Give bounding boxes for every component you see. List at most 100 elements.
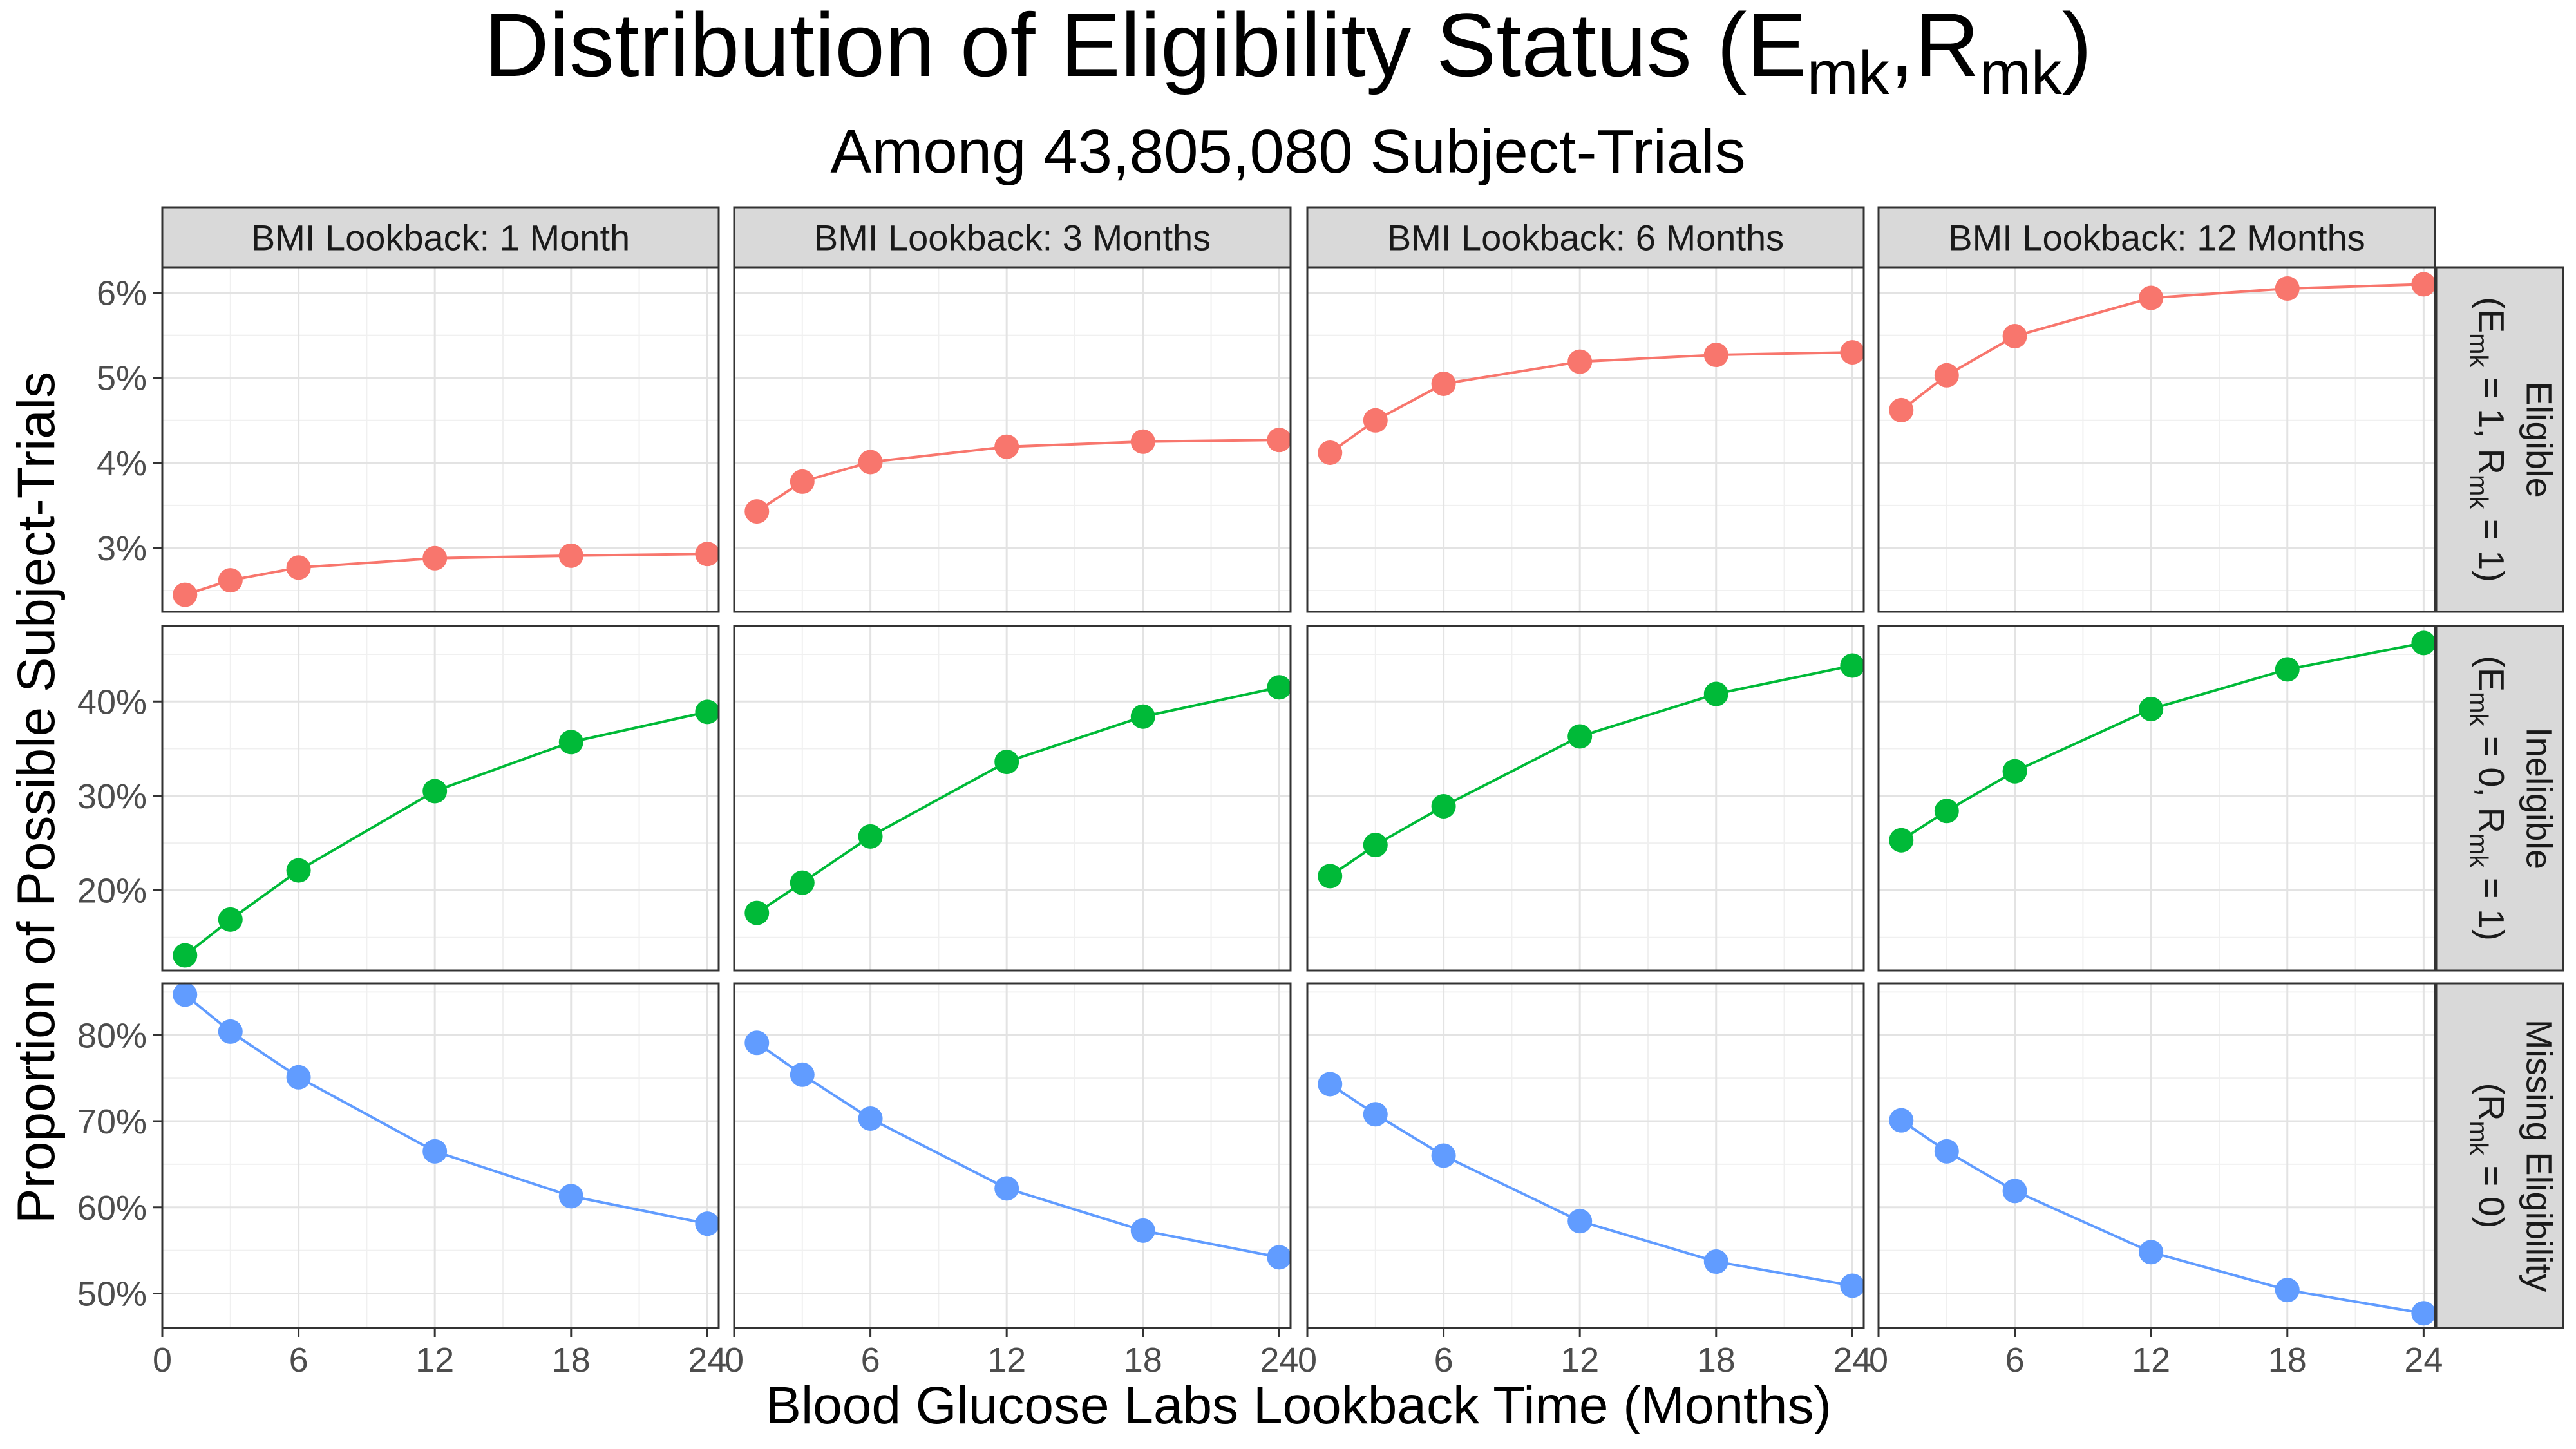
panel-background [734,626,1291,971]
data-point [2411,272,2436,297]
data-point [173,943,198,968]
data-point [1703,343,1728,368]
data-point [218,1019,243,1044]
data-point [1934,1139,1959,1164]
data-point [218,568,243,593]
facet-panel [733,982,1292,1329]
chart-title-part: ) [2062,0,2092,95]
facet-panel [1877,266,2436,613]
column-strip-label: BMI Lookback: 6 Months [1387,218,1784,258]
row-strip-sublabel-part: (E [2472,297,2512,333]
data-point [1267,675,1292,700]
row-strip-sublabel-part: mk [2465,475,2493,509]
panel-border [161,982,720,1329]
data-point [1840,340,1865,365]
row-strip-sublabel-part: = 1, R [2472,367,2512,475]
data-point [2275,657,2300,682]
panel-border [1877,266,2436,613]
panel-border [733,266,1292,613]
data-point [1318,864,1343,889]
x-tick-label: 24 [688,1341,726,1379]
facet-panel [1306,625,1865,972]
data-point [790,870,815,895]
x-tick-label: 24 [2404,1341,2443,1379]
data-point [858,450,883,475]
data-point [790,469,815,494]
x-tick-label: 12 [1560,1341,1599,1379]
column-strip-label: BMI Lookback: 1 Month [251,218,630,258]
chart-title-part: mk [1980,39,2063,108]
panel-background [1879,983,2435,1328]
x-tick-label: 6 [861,1341,880,1379]
row-strip-sublabel-part: = 0) [2472,1155,2512,1229]
data-point [422,779,448,804]
data-point [1130,704,1155,729]
chart-title-part: mk [1807,39,1890,108]
data-point [2139,696,2164,721]
x-tick-label: 0 [1869,1341,1888,1379]
x-tick-label: 24 [1833,1341,1871,1379]
facet-panel [733,625,1292,972]
data-point [558,543,583,568]
data-point [1934,799,1959,824]
data-point [422,545,448,571]
data-point [744,900,770,925]
data-point [858,824,883,849]
x-tick-label: 0 [153,1341,172,1379]
data-point [744,1030,770,1056]
data-point [2002,1179,2027,1204]
panel-background [734,983,1291,1328]
data-point [994,1176,1019,1201]
data-point [1130,1218,1155,1243]
x-axis-title: Blood Glucose Labs Lookback Time (Months… [766,1376,1832,1435]
x-tick-label: 24 [1260,1341,1298,1379]
y-tick-label: 5% [97,359,147,398]
y-axis-title: Proportion of Possible Subject-Trials [7,372,66,1224]
row-strip [2435,982,2564,1329]
facet-panel [161,266,720,613]
data-point [1431,371,1456,396]
data-point [1889,397,1914,422]
panel-border [161,266,720,613]
y-tick-label: 70% [77,1103,147,1141]
panel-background [1307,267,1864,612]
data-point [2139,1240,2164,1265]
data-point [558,1184,583,1209]
facet-panel [1306,982,1865,1329]
x-tick-label: 12 [987,1341,1026,1379]
data-point [1567,1209,1593,1234]
chart-title: Distribution of Eligibility Status (Emk,… [484,0,2092,108]
panel-border [1877,982,2436,1329]
facet-panel [1306,266,1865,613]
row-strip-label: Missing Eligibility [2519,1019,2560,1292]
data-point [1703,681,1728,706]
chart-title-part: Distribution of Eligibility Status (E [484,0,1807,95]
column-strips: BMI Lookback: 1 Month BMI Lookback: 3 Mon… [161,206,2436,269]
column-strip [161,206,720,269]
data-point [173,982,198,1007]
y-tick-label: 20% [77,871,147,910]
facet-panel [1877,982,2436,1329]
data-point [1363,1102,1388,1127]
data-point [1318,1072,1343,1097]
data-point [286,1065,311,1090]
panel-border [1306,266,1865,613]
panel-border [1877,625,2436,972]
row-strip-sublabel: (Emk = 0, Rmk = 1) [2465,656,2512,941]
data-point [1934,363,1959,388]
x-tick-label: 18 [1697,1341,1736,1379]
data-point [1318,440,1343,465]
data-point [2002,759,2027,784]
row-strip-label: Ineligible [2519,727,2560,869]
panel-border [1306,982,1865,1329]
data-point [1431,1143,1456,1168]
row-strip-sublabel-part: = 1) [2472,867,2512,941]
x-tick-label: 12 [2132,1341,2170,1379]
row-strip-sublabel-part: mk [2465,333,2493,368]
data-point [2002,324,2027,348]
data-point [2411,1301,2436,1326]
x-tick-label: 6 [289,1341,308,1379]
facet-panel [1877,625,2436,972]
y-tick-label: 80% [77,1016,147,1055]
